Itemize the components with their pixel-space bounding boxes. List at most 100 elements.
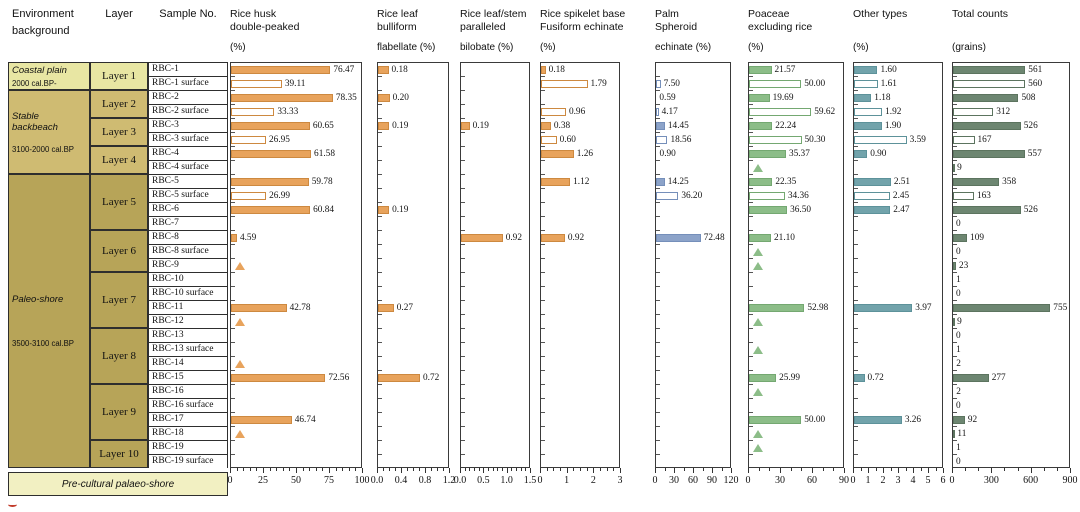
bar-value-label: 0.96 <box>568 107 586 117</box>
axis-major-tick <box>540 468 541 473</box>
axis-minor-tick <box>243 468 245 471</box>
axis-major-tick <box>460 468 461 473</box>
layer-cell-7: Layer 7 <box>90 272 148 328</box>
sample-label: RBC-10 <box>149 273 227 287</box>
layer-cell-2: Layer 2 <box>90 90 148 118</box>
axis-minor-tick <box>511 468 513 471</box>
axis-major-tick <box>425 468 426 473</box>
axis-minor-tick <box>407 468 408 471</box>
bar-value-label: 60.84 <box>313 205 334 215</box>
bar-value-label: 23 <box>958 261 969 271</box>
axis-major-tick <box>329 468 330 473</box>
axis-minor-tick <box>606 468 608 471</box>
bar-solid <box>541 178 571 186</box>
bar-value-label: 0.18 <box>548 65 565 75</box>
bar-hollow <box>953 164 955 172</box>
bar-solid <box>231 234 237 242</box>
bar-solid <box>854 374 865 382</box>
bar-value-label: 0.19 <box>392 121 409 131</box>
panel-title-total-counts: Total counts <box>952 8 1009 20</box>
sample-label: RBC-1 <box>149 63 227 77</box>
axis-major-tick <box>731 468 732 473</box>
axis-minor-tick <box>920 468 922 471</box>
axis-minor-tick <box>478 468 480 471</box>
bar-value-label: 9 <box>957 317 962 327</box>
bar-value-label: 0.20 <box>392 93 409 103</box>
bar-value-label: 1.60 <box>880 65 897 75</box>
panel-unit-palm-spheroid-echinate: echinate (%) <box>655 42 712 53</box>
axis-minor-tick <box>431 468 432 471</box>
bar-value-label: 1.90 <box>884 121 902 131</box>
axis-tick-label: 60 <box>688 475 698 486</box>
bar-value-label: 9 <box>957 163 962 173</box>
bar-value-label: 50.00 <box>804 79 826 89</box>
bar-hollow <box>953 192 974 200</box>
axis-major-tick <box>566 468 568 473</box>
bar-solid <box>854 178 891 186</box>
axis-minor-tick <box>502 468 503 471</box>
axis-minor-tick <box>309 468 311 471</box>
bar-value-label: 2.45 <box>892 191 910 201</box>
trace-triangle <box>753 248 763 256</box>
axis-tick-label: 3 <box>617 475 623 486</box>
pre-cultural-footer: Pre-cultural palaeo-shore <box>8 472 228 496</box>
bar-value-label: 0.72 <box>423 373 440 383</box>
axis-minor-tick <box>600 468 601 471</box>
bar-hollow <box>541 108 566 116</box>
axis-major-tick <box>1030 468 1032 473</box>
bar-value-label: 21.57 <box>774 65 796 75</box>
bar-value-label: 2.51 <box>893 177 911 187</box>
bar-solid <box>749 234 772 242</box>
axis-minor-tick <box>833 468 835 471</box>
axis-minor-tick <box>437 468 438 471</box>
bar-hollow <box>231 108 275 116</box>
axis-tick-label: 0.8 <box>418 475 432 486</box>
axis-tick-label: 1.2 <box>442 475 456 486</box>
bar-value-label: 3.97 <box>915 303 932 313</box>
axis-minor-tick <box>1017 468 1019 471</box>
axis-minor-tick <box>464 468 466 471</box>
env-zone-name: Stable backbeach <box>12 110 58 133</box>
panel-title-rice-husk-double-peaked: Rice husk <box>230 8 277 20</box>
bar-solid <box>656 122 665 130</box>
bar-value-label: 526 <box>1023 205 1038 215</box>
bar-solid <box>378 374 420 382</box>
bar-value-label: 25.99 <box>779 373 801 383</box>
sample-label: RBC-16 <box>149 385 227 399</box>
sample-label: RBC-9 <box>149 259 227 273</box>
axis-tick-label: 0 <box>850 475 856 486</box>
bar-solid <box>231 374 326 382</box>
sample-label: RBC-5 <box>149 175 227 189</box>
bar-hollow <box>953 108 994 116</box>
axis-minor-tick <box>801 468 803 471</box>
bar-value-label: 59.78 <box>311 177 333 187</box>
axis-major-tick <box>530 468 531 473</box>
axis-tick-label: 75 <box>324 475 334 486</box>
axis-minor-tick <box>492 468 494 471</box>
env-zone-1: Coastal plain 2000 cal.BP- <box>8 62 90 90</box>
axis-tick-label: 300 <box>983 475 999 486</box>
layer-cell-6: Layer 6 <box>90 230 148 272</box>
bar-value-label: 167 <box>977 135 992 145</box>
panel-title-rice-leaf-stem-paralleled-bilobate: Rice leaf/stem <box>460 8 527 20</box>
bar-solid <box>854 122 882 130</box>
panel-rice-leaf-bulliform-flabellate: 0.18 0.20 0.19 0.19 0.27 0.72 <box>377 62 449 468</box>
bar-value-label: 560 <box>1028 79 1043 89</box>
bar-value-label: 34.36 <box>787 191 809 201</box>
bar-value-label: 1 <box>956 345 961 355</box>
axis-tick-label: 6 <box>940 475 946 486</box>
bar-solid <box>541 66 546 74</box>
row-ticks <box>461 63 465 467</box>
axis-tick-label: 3 <box>895 475 901 486</box>
panel-title-palm-spheroid-echinate: Spheroid <box>655 21 698 33</box>
axis-tick-label: 600 <box>1023 475 1039 486</box>
sample-label: RBC-15 <box>149 371 227 385</box>
bar-value-label: 22.24 <box>775 121 797 131</box>
panel-rice-spikelet-base-fusiform-echinate: 0.18 1.79 0.96 0.38 0.60 1.26 1.12 0.92 <box>540 62 620 468</box>
sample-label: RBC-14 <box>149 357 227 371</box>
bar-solid <box>541 150 574 158</box>
bar-value-label: 0.72 <box>867 373 884 383</box>
axis-tick-label: 90 <box>839 475 849 486</box>
env-zone-2: Stable backbeach 3100-2000 cal.BP <box>8 90 90 174</box>
sample-label: RBC-5 surface <box>149 189 227 203</box>
